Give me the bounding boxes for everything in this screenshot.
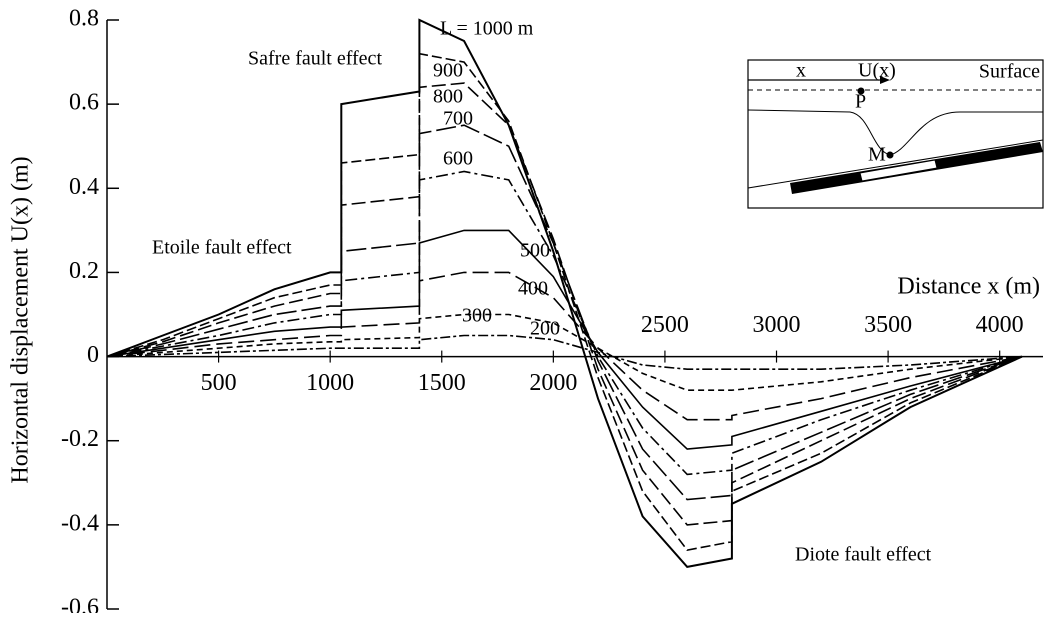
inset: x U(x) Surface P M xyxy=(747,59,1044,209)
series-label: 500 xyxy=(520,240,550,262)
x-tick-label: 1000 xyxy=(306,370,354,396)
series-line xyxy=(106,170,1023,476)
x-axis-label: Distance x (m) xyxy=(897,274,1040,300)
y-axis-label: Horizontal displacement U(x) (m) xyxy=(8,156,34,483)
y-tick-label: -0.4 xyxy=(61,510,99,536)
y-tick-label: 0.6 xyxy=(69,90,99,116)
inset-label: x xyxy=(796,60,806,82)
x-tick-label: 3000 xyxy=(753,312,801,338)
x-tick-label: 2000 xyxy=(529,370,577,396)
series-line xyxy=(106,229,1023,450)
inset-point xyxy=(886,151,894,159)
inset-label: P xyxy=(855,91,866,113)
inset-label: Surface xyxy=(979,61,1040,83)
annotation: Diote fault effect xyxy=(795,544,932,566)
series-label: 700 xyxy=(443,108,473,130)
y-tick-label: 0.2 xyxy=(69,258,99,284)
x-tick-label: 2500 xyxy=(641,312,689,338)
inset-label: M xyxy=(868,144,886,166)
inset-fault xyxy=(747,139,1044,189)
series-line xyxy=(106,271,1023,421)
inset-fault-gap xyxy=(859,159,938,182)
series-label: 600 xyxy=(443,148,473,170)
series-label: 400 xyxy=(518,278,548,300)
y-tick-label: 0.8 xyxy=(69,6,99,32)
series-line xyxy=(106,334,1023,370)
inset-label: U(x) xyxy=(858,60,896,82)
y-tick-label: -0.2 xyxy=(61,426,99,452)
series-line xyxy=(106,124,1023,501)
annotation: Etoile fault effect xyxy=(152,237,292,259)
series-line xyxy=(106,313,1023,391)
annotation: Safre fault effect xyxy=(248,48,382,70)
series-label: 900 xyxy=(433,60,463,82)
y-tick-label: 0 xyxy=(87,342,99,368)
x-tick-label: 3500 xyxy=(864,312,912,338)
series-label: 300 xyxy=(462,305,492,327)
inset-arrow xyxy=(880,76,890,84)
x-tick-label: 1500 xyxy=(418,370,466,396)
x-tick-label: 500 xyxy=(201,370,237,396)
y-tick-label: -0.6 xyxy=(61,595,99,614)
series-label: L = 1000 m xyxy=(440,18,534,40)
series-label: 200 xyxy=(530,318,560,340)
series-label: 800 xyxy=(433,86,463,108)
inset-point xyxy=(857,87,865,95)
y-tick-label: 0.4 xyxy=(69,174,99,200)
x-tick-label: 4000 xyxy=(976,312,1024,338)
